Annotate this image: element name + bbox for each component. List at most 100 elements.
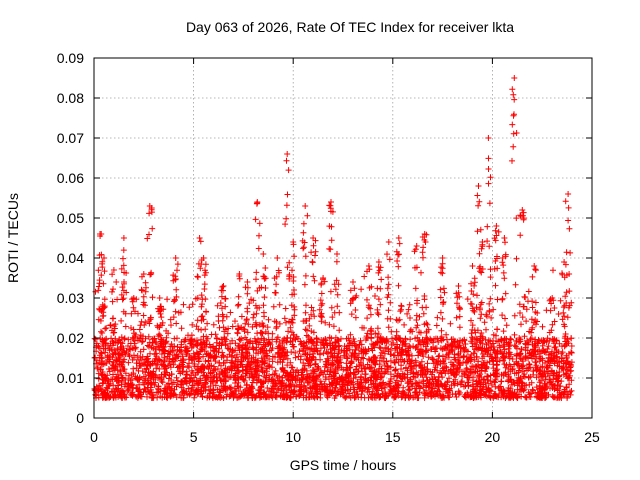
data-point bbox=[476, 198, 483, 205]
data-point bbox=[528, 329, 535, 336]
data-point bbox=[530, 387, 537, 394]
data-point bbox=[385, 291, 392, 298]
data-point bbox=[539, 363, 546, 370]
data-point bbox=[560, 360, 567, 367]
data-point bbox=[174, 377, 181, 384]
data-point bbox=[530, 368, 537, 375]
data-point bbox=[353, 343, 360, 350]
data-point bbox=[308, 370, 315, 377]
data-point bbox=[183, 380, 190, 387]
data-point bbox=[121, 335, 128, 342]
data-point bbox=[239, 364, 246, 371]
plot-border bbox=[93, 57, 593, 419]
data-point bbox=[248, 366, 255, 373]
data-point bbox=[189, 377, 196, 384]
data-point bbox=[501, 235, 508, 241]
data-point bbox=[516, 386, 523, 393]
data-point bbox=[111, 347, 118, 354]
data-point bbox=[231, 374, 238, 381]
data-point bbox=[328, 390, 334, 397]
data-point bbox=[140, 361, 147, 367]
data-point bbox=[388, 328, 395, 335]
data-point bbox=[188, 367, 195, 374]
data-point bbox=[469, 334, 475, 341]
data-point bbox=[120, 295, 127, 302]
data-point bbox=[302, 203, 309, 209]
y-tick-label: 0 bbox=[76, 410, 84, 426]
data-point bbox=[377, 345, 384, 352]
data-point bbox=[546, 376, 553, 383]
data-point bbox=[325, 389, 332, 396]
data-point bbox=[212, 382, 219, 389]
data-point bbox=[227, 364, 234, 371]
y-tick-label: 0.08 bbox=[57, 90, 84, 106]
data-point bbox=[104, 354, 111, 361]
data-point bbox=[221, 328, 228, 335]
data-point bbox=[494, 361, 501, 368]
data-point bbox=[197, 265, 204, 272]
data-point bbox=[413, 264, 420, 271]
data-point bbox=[158, 306, 165, 313]
data-point bbox=[291, 306, 298, 313]
data-point bbox=[554, 387, 561, 394]
data-point bbox=[322, 374, 329, 380]
data-point bbox=[349, 297, 355, 304]
data-point bbox=[174, 343, 181, 350]
data-point bbox=[487, 274, 494, 281]
data-point bbox=[485, 166, 492, 172]
data-point bbox=[368, 328, 375, 335]
data-point bbox=[283, 157, 290, 164]
data-point bbox=[96, 359, 103, 366]
data-point bbox=[123, 270, 130, 276]
data-point bbox=[545, 343, 552, 350]
data-point bbox=[154, 361, 161, 368]
data-point bbox=[303, 332, 310, 339]
data-point bbox=[414, 300, 420, 307]
data-point bbox=[509, 86, 516, 93]
data-point bbox=[253, 276, 259, 283]
data-point bbox=[347, 360, 354, 367]
data-point bbox=[242, 355, 249, 362]
data-point bbox=[479, 333, 486, 340]
data-point bbox=[370, 385, 377, 391]
data-point bbox=[237, 384, 244, 391]
data-point bbox=[109, 315, 116, 322]
data-point bbox=[566, 288, 573, 295]
data-point bbox=[560, 309, 567, 316]
data-point bbox=[465, 383, 472, 390]
data-point bbox=[263, 365, 270, 372]
data-point bbox=[395, 263, 402, 270]
data-point bbox=[533, 355, 540, 362]
data-point bbox=[143, 366, 150, 373]
data-point bbox=[316, 385, 323, 392]
data-point bbox=[276, 301, 283, 308]
data-point bbox=[427, 389, 433, 396]
data-point bbox=[428, 346, 435, 353]
data-point bbox=[378, 336, 385, 343]
data-point bbox=[373, 386, 380, 393]
data-point bbox=[99, 358, 106, 364]
data-point bbox=[401, 321, 408, 328]
data-point bbox=[276, 339, 283, 345]
data-point bbox=[458, 379, 465, 386]
data-point bbox=[119, 296, 126, 303]
data-point bbox=[415, 382, 422, 389]
data-point bbox=[374, 387, 381, 394]
data-point bbox=[377, 301, 384, 308]
data-point bbox=[466, 355, 472, 362]
data-point bbox=[468, 317, 474, 324]
data-point bbox=[265, 378, 272, 385]
data-point bbox=[228, 359, 235, 366]
data-point bbox=[149, 225, 156, 232]
data-point bbox=[186, 379, 193, 386]
data-point bbox=[401, 358, 408, 364]
data-point bbox=[277, 345, 284, 352]
data-point bbox=[235, 379, 242, 386]
data-point bbox=[136, 386, 143, 393]
data-point bbox=[385, 281, 392, 288]
data-point bbox=[456, 389, 463, 396]
data-point bbox=[329, 382, 336, 389]
data-point bbox=[253, 269, 260, 276]
data-point bbox=[351, 285, 358, 292]
data-point bbox=[194, 369, 201, 376]
